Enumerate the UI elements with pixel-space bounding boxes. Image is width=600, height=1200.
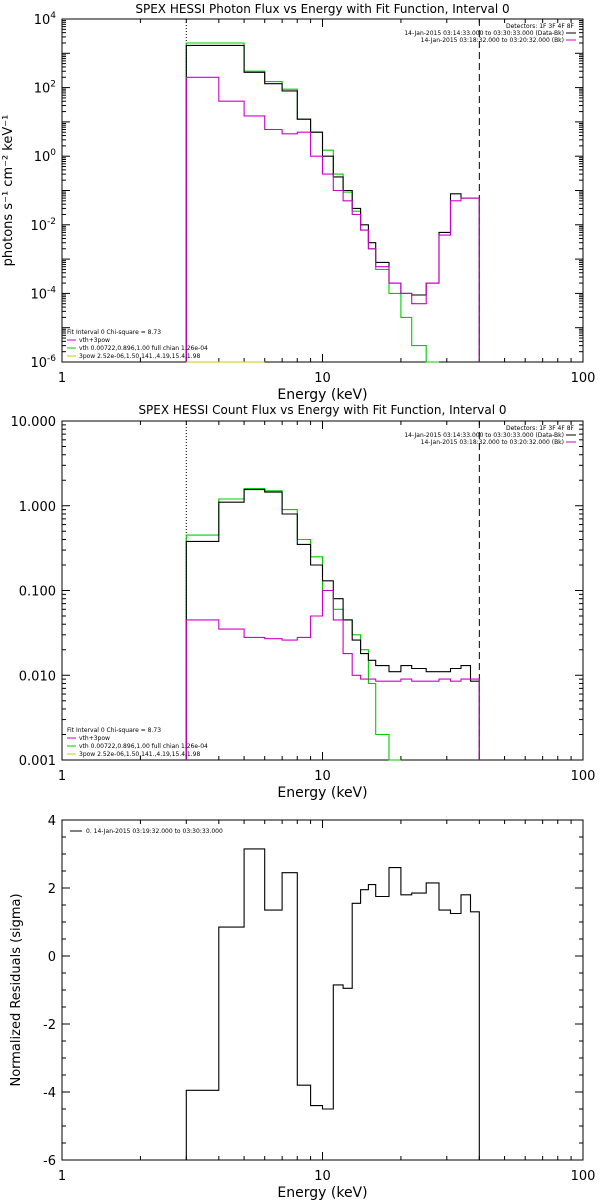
y-tick-label: 0: [48, 950, 56, 965]
fit-legend-entry: vth+3pow: [79, 337, 110, 344]
x-tick-label: 100: [571, 1169, 596, 1184]
chart-title: SPEX HESSI Photon Flux vs Energy with Fi…: [135, 2, 509, 16]
y-tick-label: -2: [43, 1018, 56, 1033]
fit-legend-entry: vth 0.00722,0.896,1.00 full chian 1.26e-…: [79, 743, 208, 750]
y-tick-label: 104: [34, 11, 57, 28]
x-axis-label: Energy (keV): [277, 785, 367, 801]
y-tick-label: 4: [48, 814, 56, 829]
x-tick-label: 10: [314, 371, 331, 386]
y-tick-label: 10.000: [11, 415, 57, 430]
y-tick-base: 10: [34, 13, 51, 28]
legend-entry: 14-Jan-2015 03:18:32.000 to 03:20:32.000…: [421, 439, 564, 446]
series-2: [185, 76, 480, 362]
fit-legend-entry: Fit Interval 0 Chi-square = 8.73: [67, 727, 161, 734]
y-tick-label: -4: [43, 1086, 56, 1101]
legend-entry: Detectors: 1F 3F 4F 8F: [506, 23, 575, 30]
x-axis-label: Energy (keV): [277, 1185, 367, 1200]
x-tick-label: 100: [571, 769, 596, 784]
y-tick-exponent: 0: [50, 148, 56, 158]
x-tick-label: 10: [314, 769, 331, 784]
legend-entry: 14-Jan-2015 03:14:33.000 to 03:30:33.000…: [404, 432, 564, 439]
fit-legend-entry: 3pow 2.52e-06,1.50,141.,4.19,15.4,1.98: [79, 353, 200, 360]
y-tick-exponent: -6: [47, 354, 56, 364]
y-axis-label: photons s⁻¹ cm⁻² keV⁻¹: [1, 115, 16, 267]
chart-2: 1 10 100 4 2 0 -2 -4 -6 Energy (keV) Normalized Re…: [9, 814, 595, 1200]
plot-frame: [61, 18, 584, 363]
y-tick-base: 10: [30, 287, 47, 302]
y-tick-exponent: -2: [47, 217, 56, 227]
y-tick-label: 10-2: [30, 217, 56, 234]
y-tick-base: 10: [34, 150, 51, 165]
fit-legend-entry: Fit Interval 0 Chi-square = 8.73: [67, 329, 161, 336]
series-1: [185, 44, 480, 362]
y-tick-label: 0.100: [19, 585, 56, 600]
chart-1: SPEX HESSI Count Flux vs Energy with Fit…: [11, 403, 596, 801]
fit-legend-entry: vth+3pow: [79, 735, 110, 742]
series-0: [185, 848, 480, 1160]
y-tick-exponent: -4: [47, 285, 56, 295]
y-tick-label: -6: [43, 1154, 56, 1169]
x-tick-label: 100: [571, 371, 596, 386]
series-0: [185, 42, 439, 363]
x-tick-label: 1: [58, 769, 66, 784]
y-tick-label: 10-6: [30, 354, 56, 371]
x-tick-label: 1: [58, 371, 66, 386]
y-tick-label: 10-4: [30, 285, 56, 302]
y-axis-label: Normalized Residuals (sigma): [9, 893, 24, 1086]
chart-0: SPEX HESSI Photon Flux vs Energy with Fi…: [1, 2, 595, 403]
legend-entry: 14-Jan-2015 03:14:33.000 to 03:30:33.000…: [404, 30, 564, 37]
y-tick-label: 2: [48, 882, 56, 897]
y-tick-exponent: 4: [50, 11, 56, 21]
legend-entry: 0. 14-Jan-2015 03:19:32.000 to 03:30:33.…: [86, 828, 223, 835]
chart-title: SPEX HESSI Count Flux vs Energy with Fit…: [138, 403, 506, 417]
y-tick-base: 10: [30, 356, 47, 371]
y-tick-label: 1.000: [19, 500, 56, 515]
legend-entry: 14-Jan-2015 03:18:32.000 to 03:20:32.000…: [421, 37, 564, 44]
y-tick-label: 102: [34, 80, 56, 97]
y-tick-label: 0.010: [19, 669, 56, 684]
y-tick-label: 100: [34, 148, 57, 165]
y-tick-label: 0.001: [19, 754, 56, 769]
legend-entry: Detectors: 1F 3F 4F 8F: [506, 425, 575, 432]
y-tick-base: 10: [30, 219, 47, 234]
series-2: [185, 589, 480, 760]
y-tick-exponent: 2: [50, 80, 56, 90]
y-tick-base: 10: [34, 82, 51, 97]
fit-legend-entry: 3pow 2.52e-06,1.50,141.,4.19,15.4,1.98: [79, 751, 200, 758]
x-tick-label: 1: [58, 1169, 66, 1184]
x-tick-label: 10: [314, 1169, 331, 1184]
fit-legend-entry: vth 0.00722,0.896,1.00 full chian 1.26e-…: [79, 345, 208, 352]
x-axis-label: Energy (keV): [277, 387, 367, 403]
series-1: [185, 489, 480, 760]
